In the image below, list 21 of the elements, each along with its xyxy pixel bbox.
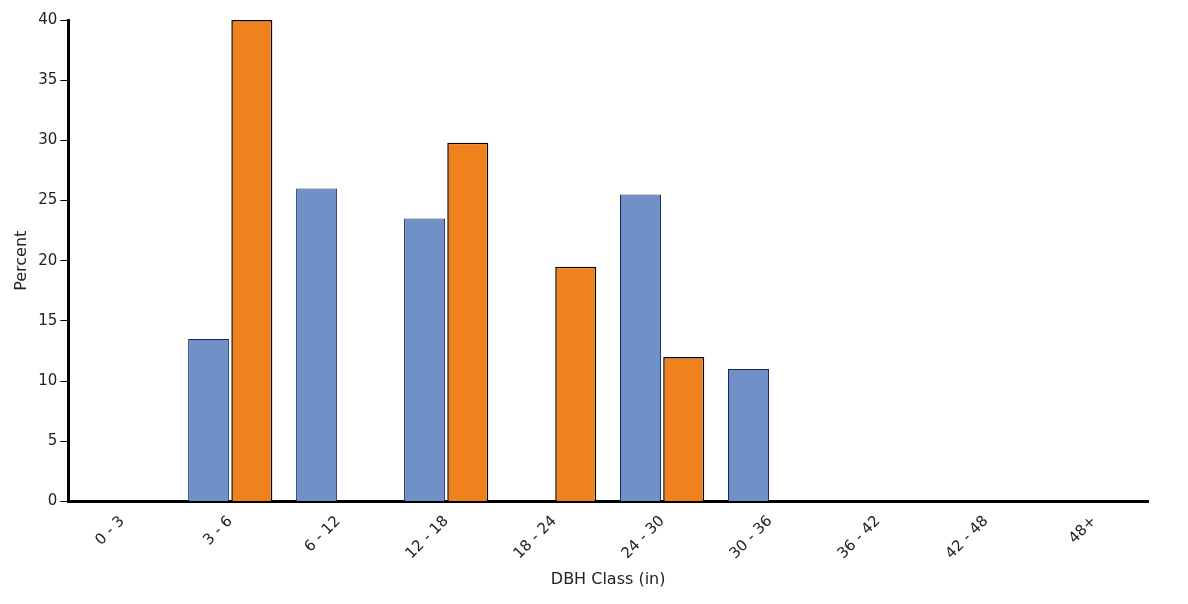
y-tick-label: 35: [38, 70, 58, 89]
x-tick-label: 6 - 12: [300, 511, 344, 556]
y-tick-label: 20: [38, 250, 58, 269]
x-tick-label: 30 - 36: [725, 511, 776, 563]
y-tick-label: 15: [38, 310, 58, 329]
x-tick-label: 36 - 42: [833, 511, 884, 563]
x-tick-label: 18 - 24: [509, 511, 560, 563]
x-tick-label: 24 - 30: [617, 511, 668, 563]
x-tick-label: 12 - 18: [401, 511, 452, 563]
y-tick-label: 25: [38, 190, 58, 209]
y-tick-label: 0: [47, 491, 58, 510]
x-tick-label: 0 - 3: [91, 511, 128, 549]
x-tick-label: 3 - 6: [199, 511, 236, 549]
y-tick-label: 40: [38, 9, 58, 28]
x-tick-label: 42 - 48: [941, 511, 992, 563]
y-axis-title: Percent: [10, 230, 30, 291]
y-tick-label: 10: [38, 371, 58, 390]
y-tick-label: 5: [47, 431, 58, 450]
y-tick-label: 30: [38, 130, 58, 149]
x-axis-title: DBH Class (in): [550, 568, 666, 588]
x-tick-label: 48+: [1064, 511, 1100, 547]
